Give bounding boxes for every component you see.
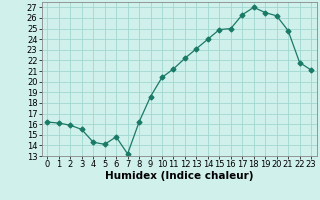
X-axis label: Humidex (Indice chaleur): Humidex (Indice chaleur) — [105, 171, 253, 181]
